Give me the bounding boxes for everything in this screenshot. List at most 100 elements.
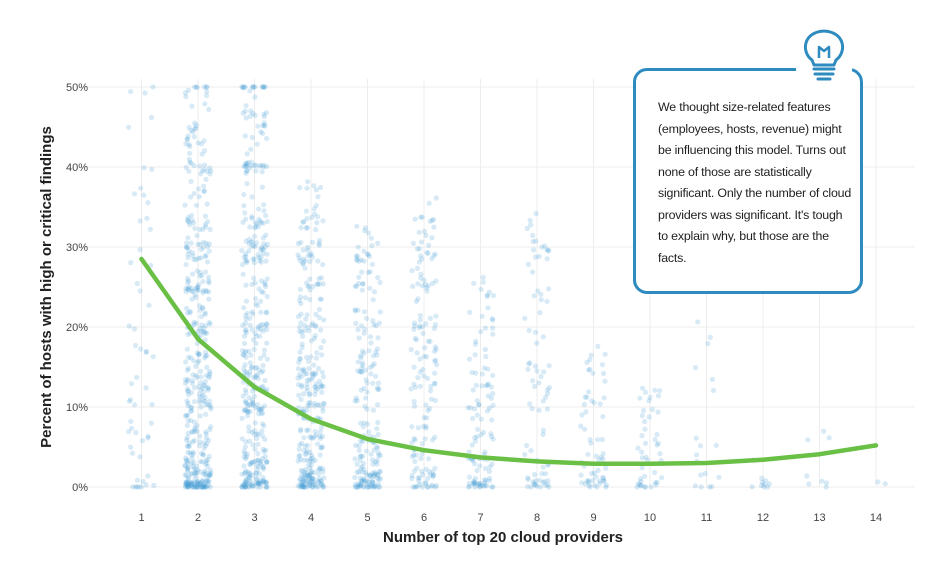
scatter-point — [143, 349, 149, 355]
scatter-point — [184, 466, 191, 473]
scatter-point — [430, 437, 436, 443]
scatter-point — [250, 402, 257, 408]
scatter-point — [205, 259, 211, 265]
scatter-point — [264, 340, 270, 346]
scatter-point — [306, 481, 312, 487]
scatter-point — [128, 444, 134, 450]
x-tick-label: 8 — [534, 512, 540, 524]
scatter-point — [126, 429, 132, 435]
scatter-point — [425, 407, 431, 414]
scatter-point — [481, 483, 487, 489]
scatter-point — [300, 468, 306, 474]
scatter-point — [375, 419, 381, 426]
scatter-point — [420, 330, 426, 336]
scatter-point — [587, 357, 593, 363]
scatter-point — [253, 340, 259, 347]
scatter-point — [240, 483, 247, 489]
scatter-point — [595, 467, 601, 473]
scatter-point — [424, 476, 431, 482]
scatter-point — [470, 458, 476, 464]
scatter-point — [412, 335, 418, 342]
scatter-point — [207, 226, 213, 232]
scatter-point — [311, 362, 317, 368]
scatter-point — [410, 484, 416, 490]
scatter-point — [317, 465, 323, 471]
scatter-point — [303, 466, 309, 472]
scatter-point — [206, 472, 213, 478]
scatter-point — [421, 228, 428, 235]
scatter-point — [199, 322, 205, 328]
scatter-point — [197, 481, 203, 487]
scatter-point — [151, 482, 157, 488]
scatter-point — [364, 389, 370, 395]
scatter-point — [202, 213, 209, 219]
scatter-point — [584, 394, 590, 400]
scatter-point — [355, 307, 361, 313]
scatter-point — [201, 440, 207, 446]
scatter-point — [306, 377, 312, 383]
scatter-point — [654, 431, 660, 438]
scatter-point — [206, 274, 212, 280]
scatter-point — [296, 446, 302, 452]
scatter-point — [243, 390, 249, 396]
scatter-point — [357, 483, 363, 489]
scatter-point — [262, 377, 268, 384]
scatter-point — [260, 362, 266, 369]
scatter-point — [243, 282, 249, 288]
scatter-point — [370, 480, 376, 486]
scatter-point — [197, 413, 203, 419]
scatter-point — [375, 450, 382, 456]
scatter-point — [201, 188, 207, 194]
scatter-point — [311, 400, 317, 406]
scatter-point — [239, 471, 245, 477]
scatter-point — [305, 283, 311, 289]
scatter-point — [760, 479, 766, 485]
scatter-point — [299, 479, 305, 485]
scatter-point — [184, 136, 190, 142]
scatter-point — [260, 164, 267, 170]
scatter-point — [538, 297, 544, 303]
scatter-point — [301, 435, 307, 441]
scatter-point — [409, 440, 415, 446]
scatter-point — [586, 482, 592, 488]
scatter-point — [316, 378, 323, 384]
scatter-point — [355, 359, 361, 365]
scatter-point — [301, 457, 307, 463]
scatter-point — [601, 475, 607, 481]
scatter-point — [244, 258, 250, 264]
scatter-point — [525, 261, 531, 267]
scatter-point — [192, 126, 198, 132]
scatter-point — [182, 472, 188, 478]
scatter-point — [422, 345, 428, 351]
scatter-point — [302, 472, 308, 478]
scatter-point — [306, 480, 313, 486]
scatter-point — [187, 481, 193, 487]
scatter-point — [243, 348, 249, 354]
scatter-point — [260, 123, 266, 129]
scatter-point — [477, 481, 483, 487]
scatter-point — [242, 362, 248, 368]
scatter-point — [540, 427, 547, 433]
scatter-point — [260, 84, 266, 90]
scatter-point — [639, 449, 645, 455]
x-tick-label: 7 — [477, 512, 483, 524]
scatter-point — [300, 219, 306, 225]
scatter-point — [197, 481, 203, 487]
scatter-point — [258, 481, 264, 487]
scatter-point — [361, 478, 368, 484]
scatter-point — [430, 216, 437, 222]
scatter-point — [875, 479, 881, 485]
scatter-point — [540, 334, 546, 340]
scatter-point — [376, 476, 382, 482]
scatter-point — [489, 461, 495, 467]
scatter-point — [263, 258, 269, 264]
scatter-point — [432, 344, 438, 350]
scatter-point — [195, 284, 201, 290]
scatter-point — [371, 447, 377, 453]
scatter-point — [588, 352, 594, 358]
scatter-point — [490, 331, 496, 337]
scatter-point — [364, 406, 370, 412]
scatter-point — [189, 217, 195, 223]
scatter-point — [195, 186, 201, 192]
scatter-point — [360, 281, 366, 287]
